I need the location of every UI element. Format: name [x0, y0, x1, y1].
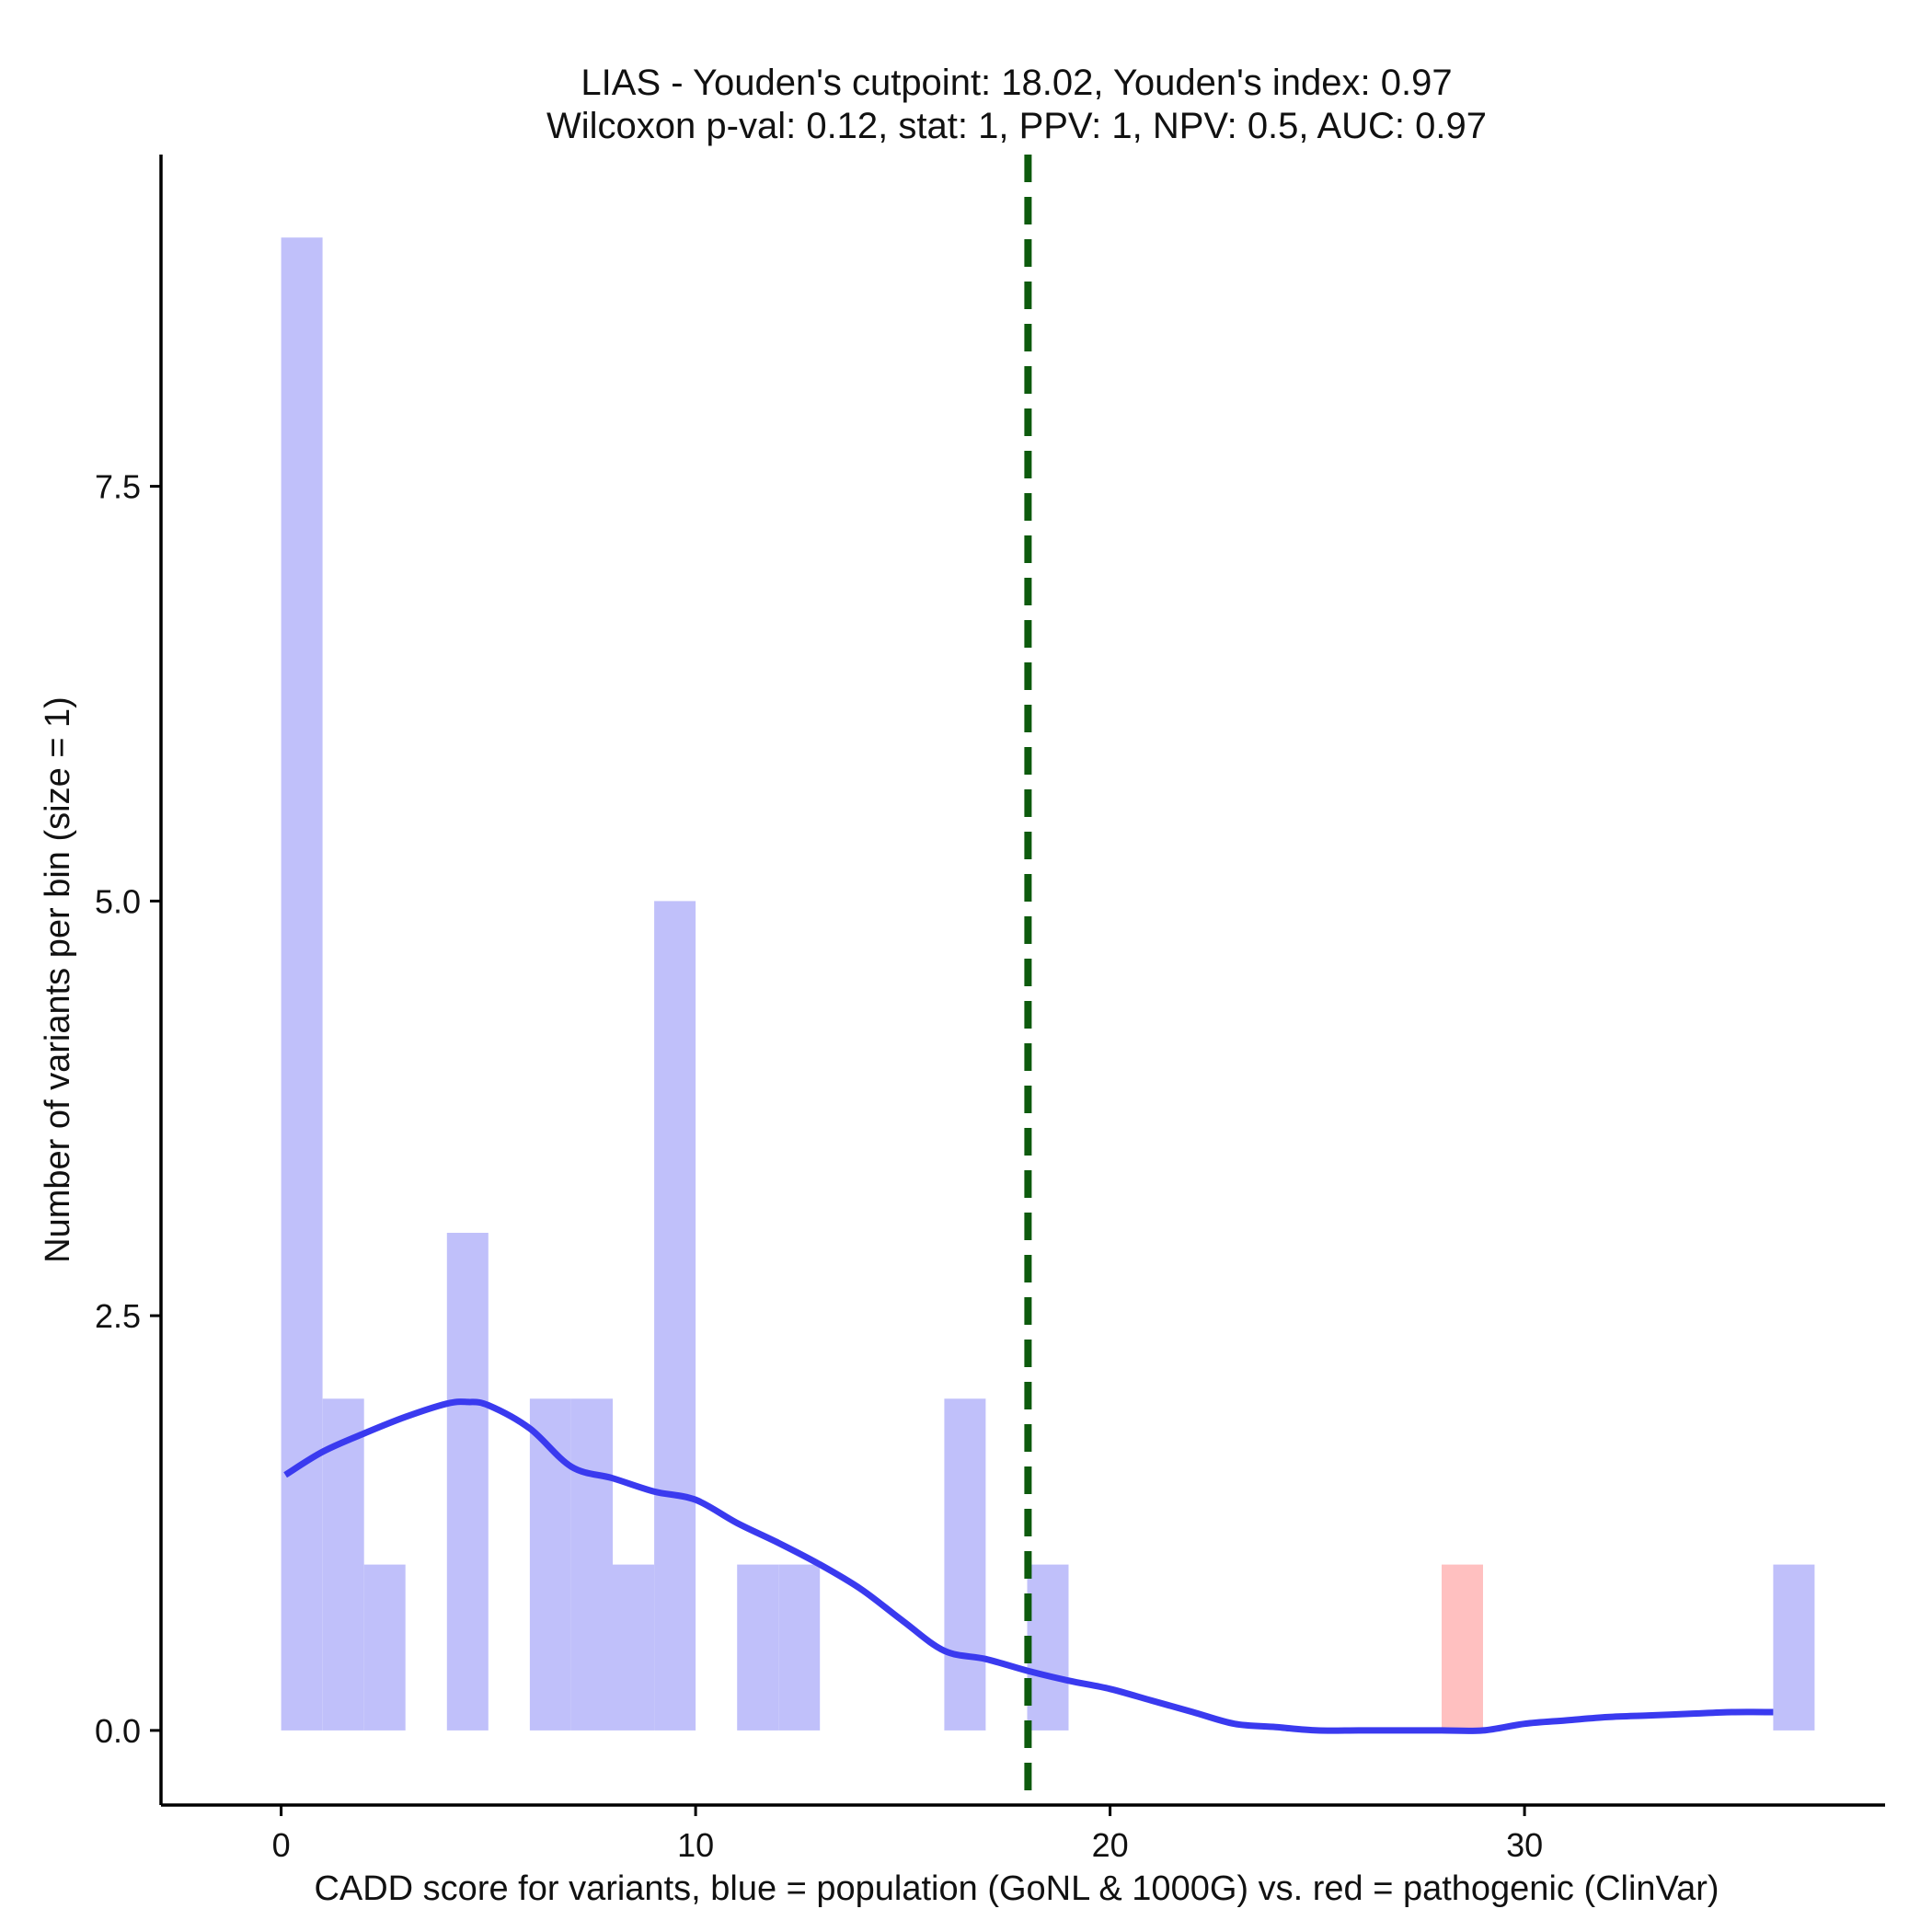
population-bar-0: [281, 237, 323, 1731]
chart-title-line-1: LIAS - Youden's cutpoint: 18.02, Youden'…: [581, 63, 1452, 103]
population-bar-12: [1773, 1564, 1815, 1731]
population-bar-3: [446, 1233, 489, 1731]
population-bar-5: [571, 1398, 613, 1731]
y-tick-label: 2.5: [95, 1297, 141, 1335]
chart-title-line-2: Wilcoxon p-val: 0.12, stat: 1, PPV: 1, N…: [546, 106, 1487, 146]
y-axis-ticks: 0.0 2.5 5.0 7.5: [95, 468, 161, 1750]
population-bar-2: [363, 1564, 406, 1731]
x-axis-ticks: 0 10 20 30: [272, 1805, 1543, 1864]
y-axis-label: Number of variants per bin (size = 1): [39, 696, 77, 1263]
histogram-bars: [281, 237, 1815, 1731]
density-curve-line: [283, 1398, 1774, 1734]
population-bar-10: [944, 1398, 986, 1731]
population-bar-9: [778, 1564, 821, 1731]
population-bar-6: [613, 1564, 654, 1731]
population-bar-4: [529, 1398, 571, 1731]
y-tick-label: 7.5: [95, 468, 141, 506]
pathogenic-bar-0: [1442, 1564, 1483, 1731]
x-tick-label: 30: [1506, 1826, 1543, 1864]
population-bar-11: [1027, 1564, 1069, 1731]
x-tick-label: 10: [677, 1826, 714, 1864]
y-tick-label: 5.0: [95, 882, 141, 920]
x-axis-label: CADD score for variants, blue = populati…: [314, 1869, 1719, 1908]
density-curve-group: [283, 1398, 1774, 1734]
x-tick-label: 0: [272, 1826, 291, 1864]
x-tick-label: 20: [1092, 1826, 1129, 1864]
population-bar-1: [322, 1398, 364, 1731]
population-bar-7: [654, 901, 696, 1731]
population-bar-8: [737, 1564, 779, 1731]
y-tick-label: 0.0: [95, 1712, 141, 1750]
